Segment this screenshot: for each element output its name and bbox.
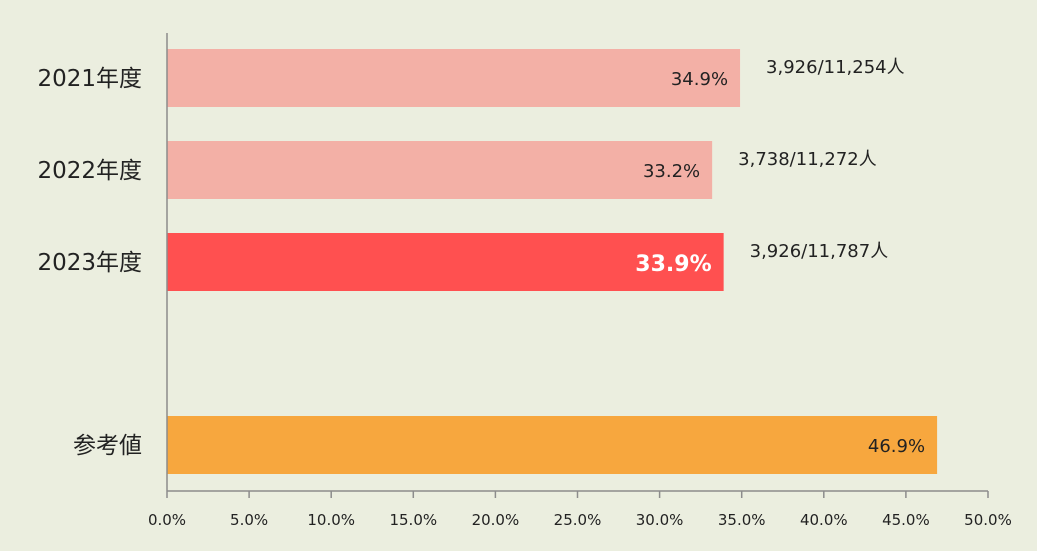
x-tick-label: 35.0% <box>718 511 766 529</box>
x-tick-label: 0.0% <box>148 511 186 529</box>
x-tick-label: 45.0% <box>882 511 930 529</box>
bar-value-label: 34.9% <box>671 69 728 90</box>
x-tick-label: 40.0% <box>800 511 848 529</box>
bar-count-annotation: 3,926/11,254人 <box>766 57 905 78</box>
bar-count-annotation: 3,926/11,787人 <box>750 241 889 262</box>
x-tick-label: 15.0% <box>389 511 437 529</box>
x-tick-label: 50.0% <box>964 511 1012 529</box>
category-label: 2021年度 <box>37 66 142 92</box>
category-label: 2023年度 <box>37 250 142 276</box>
bar-value-label: 33.2% <box>643 161 700 182</box>
x-tick-label: 10.0% <box>307 511 355 529</box>
bar-count-annotation: 3,738/11,272人 <box>738 149 877 170</box>
bar-value-label: 33.9% <box>635 252 711 277</box>
bar <box>167 49 741 107</box>
category-label: 参考値 <box>73 433 142 459</box>
bar-value-label: 46.9% <box>868 436 925 457</box>
x-tick-label: 20.0% <box>472 511 520 529</box>
bar <box>167 141 713 199</box>
bar <box>167 416 938 474</box>
x-tick-label: 5.0% <box>230 511 268 529</box>
category-label: 2022年度 <box>37 158 142 184</box>
bar <box>167 233 724 291</box>
x-tick-label: 25.0% <box>554 511 602 529</box>
x-tick-label: 30.0% <box>636 511 684 529</box>
